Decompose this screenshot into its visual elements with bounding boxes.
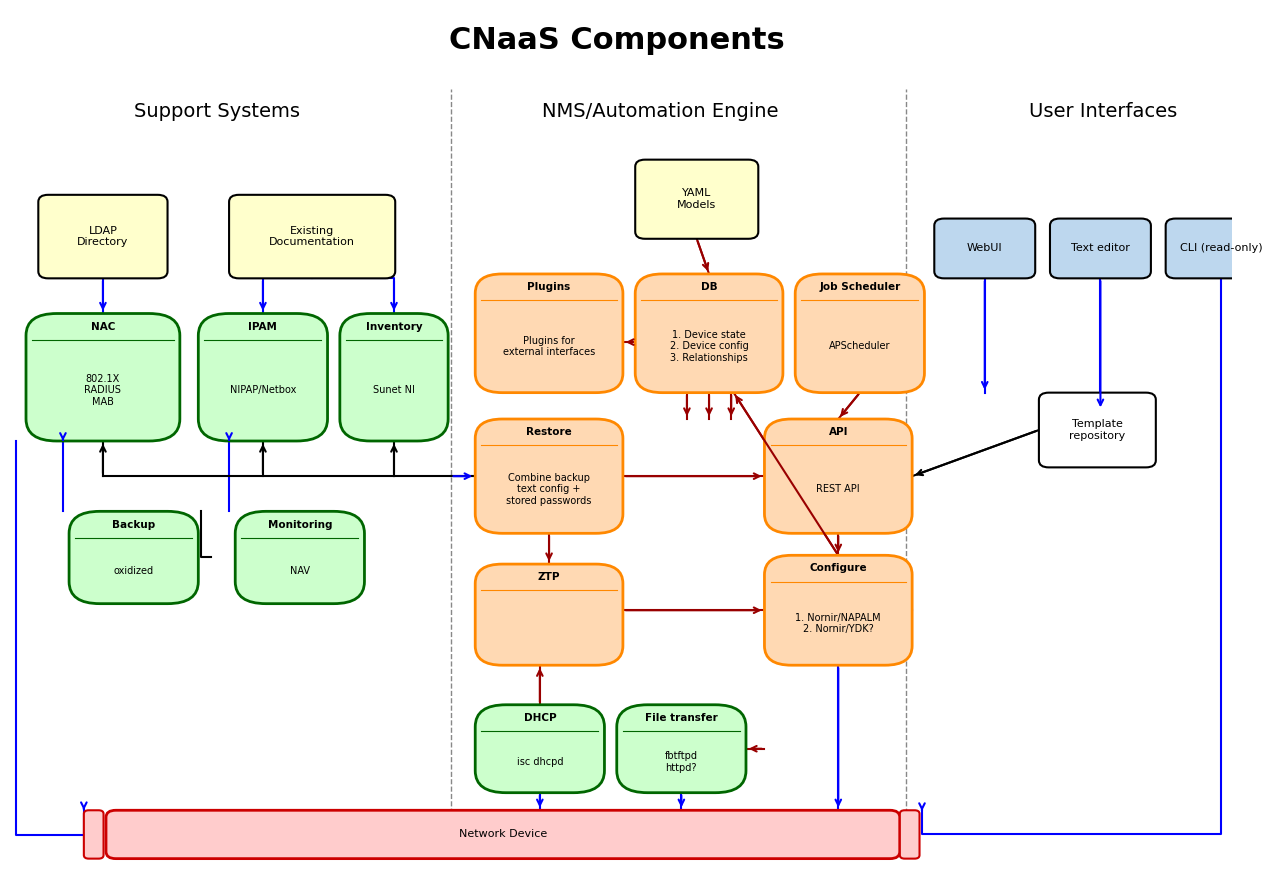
Text: DB: DB xyxy=(701,282,718,292)
FancyBboxPatch shape xyxy=(38,195,167,279)
Text: Template
repository: Template repository xyxy=(1070,419,1125,441)
FancyBboxPatch shape xyxy=(1050,219,1151,279)
Text: APScheduler: APScheduler xyxy=(829,341,890,352)
Text: Restore: Restore xyxy=(527,427,572,437)
Text: User Interfaces: User Interfaces xyxy=(1029,101,1177,121)
FancyBboxPatch shape xyxy=(70,512,199,603)
FancyBboxPatch shape xyxy=(475,274,623,392)
FancyBboxPatch shape xyxy=(636,274,782,392)
Text: Monitoring: Monitoring xyxy=(267,519,332,529)
Text: NAV: NAV xyxy=(290,565,310,576)
FancyBboxPatch shape xyxy=(106,811,900,859)
FancyBboxPatch shape xyxy=(475,705,604,793)
FancyBboxPatch shape xyxy=(765,556,912,665)
Text: Configure: Configure xyxy=(809,564,867,573)
FancyBboxPatch shape xyxy=(339,313,448,441)
Text: fbtftpd
httpd?: fbtftpd httpd? xyxy=(665,751,698,773)
Text: oxidized: oxidized xyxy=(114,565,153,576)
FancyBboxPatch shape xyxy=(795,274,924,392)
FancyBboxPatch shape xyxy=(1039,392,1156,467)
Text: File transfer: File transfer xyxy=(644,713,718,723)
Text: Plugins for
external interfaces: Plugins for external interfaces xyxy=(503,336,595,357)
Text: Job Scheduler: Job Scheduler xyxy=(819,282,900,292)
Text: DHCP: DHCP xyxy=(524,713,556,723)
FancyBboxPatch shape xyxy=(900,811,919,859)
Text: Inventory: Inventory xyxy=(366,322,423,332)
Text: Combine backup
text config +
stored passwords: Combine backup text config + stored pass… xyxy=(506,473,591,506)
Text: Plugins: Plugins xyxy=(528,282,571,292)
Text: YAML
Models: YAML Models xyxy=(677,189,717,210)
Text: Backup: Backup xyxy=(113,519,156,529)
FancyBboxPatch shape xyxy=(235,512,365,603)
Text: NAC: NAC xyxy=(91,322,115,332)
Text: 802.1X
RADIUS
MAB: 802.1X RADIUS MAB xyxy=(85,374,122,407)
Text: NMS/Automation Engine: NMS/Automation Engine xyxy=(542,101,779,121)
Text: WebUI: WebUI xyxy=(967,243,1003,253)
Text: 1. Device state
2. Device config
3. Relationships: 1. Device state 2. Device config 3. Rela… xyxy=(670,330,748,363)
Text: ZTP: ZTP xyxy=(538,572,561,582)
Text: API: API xyxy=(828,427,848,437)
FancyBboxPatch shape xyxy=(934,219,1036,279)
Text: Existing
Documentation: Existing Documentation xyxy=(270,226,356,247)
FancyBboxPatch shape xyxy=(199,313,328,441)
FancyBboxPatch shape xyxy=(617,705,746,793)
FancyBboxPatch shape xyxy=(475,564,623,665)
FancyBboxPatch shape xyxy=(636,160,758,239)
Text: CNaaS Components: CNaaS Components xyxy=(449,26,785,56)
FancyBboxPatch shape xyxy=(27,313,180,441)
Text: Sunet NI: Sunet NI xyxy=(373,385,415,395)
Text: REST API: REST API xyxy=(817,484,860,494)
Text: isc dhcpd: isc dhcpd xyxy=(517,757,563,767)
Text: Support Systems: Support Systems xyxy=(134,101,300,121)
FancyBboxPatch shape xyxy=(229,195,395,279)
Text: IPAM: IPAM xyxy=(248,322,277,332)
Text: Text editor: Text editor xyxy=(1071,243,1129,253)
Text: 1. Nornir/NAPALM
2. Nornir/YDK?: 1. Nornir/NAPALM 2. Nornir/YDK? xyxy=(795,613,881,634)
FancyBboxPatch shape xyxy=(475,419,623,534)
FancyBboxPatch shape xyxy=(765,419,912,534)
Text: NIPAP/Netbox: NIPAP/Netbox xyxy=(229,385,296,395)
FancyBboxPatch shape xyxy=(1166,219,1266,279)
Text: CLI (read-only): CLI (read-only) xyxy=(1180,243,1262,253)
Text: LDAP
Directory: LDAP Directory xyxy=(77,226,129,247)
Text: Network Device: Network Device xyxy=(458,829,547,840)
FancyBboxPatch shape xyxy=(84,811,104,859)
